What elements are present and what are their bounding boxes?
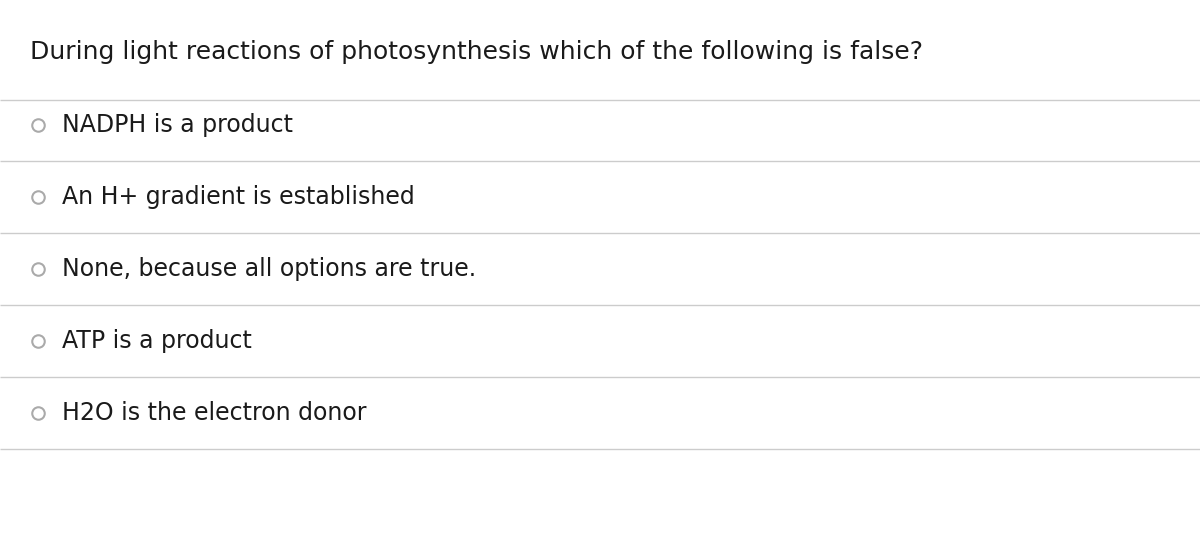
Text: An H+ gradient is established: An H+ gradient is established <box>62 185 415 209</box>
Text: NADPH is a product: NADPH is a product <box>62 113 293 137</box>
Text: During light reactions of photosynthesis which of the following is false?: During light reactions of photosynthesis… <box>30 40 923 64</box>
Text: H2O is the electron donor: H2O is the electron donor <box>62 401 366 425</box>
Text: None, because all options are true.: None, because all options are true. <box>62 257 476 281</box>
Text: ATP is a product: ATP is a product <box>62 329 252 353</box>
